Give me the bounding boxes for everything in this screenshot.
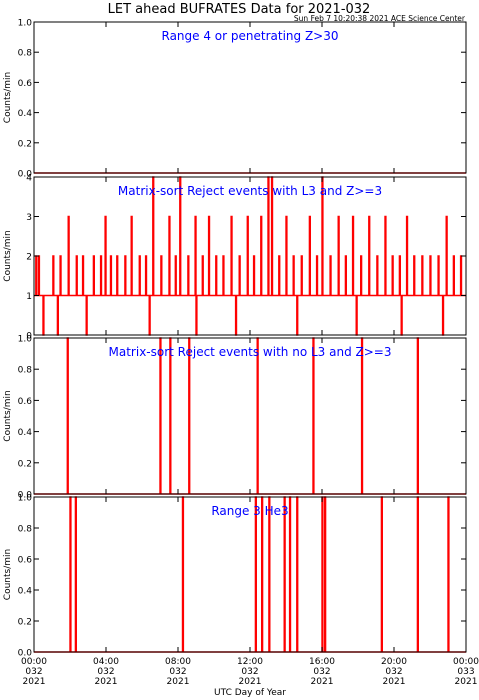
- y-tick-label: 3: [26, 213, 32, 223]
- x-tick-day: 032: [313, 667, 330, 677]
- y-tick-label: 1: [26, 292, 32, 302]
- x-tick-time: 12:00: [237, 657, 263, 667]
- x-tick-year: 2021: [95, 677, 118, 687]
- y-tick-label: 0.6: [18, 397, 33, 407]
- y-tick-label: 0.6: [18, 556, 33, 566]
- x-axis-group: 00:00032202104:00032202108:00032202112:0…: [21, 657, 479, 687]
- figure-title: LET ahead BUFRATES Data for 2021-032: [108, 2, 371, 17]
- y-tick-label: 0.0: [18, 170, 33, 180]
- y-tick-label: 0.8: [18, 49, 33, 59]
- x-tick-year: 2021: [167, 677, 190, 687]
- panel-annotation: Range 4 or penetrating Z>30: [162, 29, 339, 43]
- x-tick-time: 16:00: [309, 657, 335, 667]
- series-line: [34, 176, 466, 336]
- y-tick-label: 1.0: [18, 335, 33, 345]
- panels-group: 0.0 0.2 0.4 0.6 0.8 1.0 Counts/min Range 4 or p…: [3, 19, 467, 659]
- panel-annotation: Matrix-sort Reject events with L3 and Z>…: [118, 184, 382, 198]
- x-tick-year: 2021: [239, 677, 262, 687]
- x-tick-day: 032: [25, 667, 42, 677]
- x-tick-time: 08:00: [165, 657, 191, 667]
- y-tick-label: 0.8: [18, 366, 33, 376]
- x-tick-year: 2021: [455, 677, 478, 687]
- y-axis-label: Counts/min: [3, 230, 13, 281]
- panel-4: 0.0 0.2 0.4 0.6 0.8 1.0 Counts/min Range 3 He3: [3, 494, 467, 659]
- y-axis-label: Counts/min: [3, 72, 13, 123]
- x-tick-day: 032: [241, 667, 258, 677]
- y-tick-label: 0.2: [18, 139, 32, 149]
- x-tick-year: 2021: [23, 677, 46, 687]
- x-tick-day: 032: [97, 667, 114, 677]
- x-tick-day: 033: [457, 667, 474, 677]
- y-tick-label: 2: [26, 253, 32, 263]
- x-tick-year: 2021: [383, 677, 406, 687]
- panel-1: 0.0 0.2 0.4 0.6 0.8 1.0 Counts/min Range 4 or p…: [3, 19, 467, 180]
- y-tick-label: 0.2: [18, 618, 32, 628]
- x-tick-time: 20:00: [381, 657, 407, 667]
- y-tick-label: 0.4: [18, 587, 33, 597]
- y-tick-label: 0.2: [18, 459, 32, 469]
- y-tick-label: 0.8: [18, 525, 33, 535]
- panel-annotation: Matrix-sort Reject events with no L3 and…: [109, 345, 392, 359]
- y-axis-label: Counts/min: [3, 549, 13, 600]
- x-axis-label: UTC Day of Year: [214, 688, 286, 698]
- y-tick-label: 1.0: [18, 19, 33, 29]
- y-axis-label: Counts/min: [3, 390, 13, 441]
- y-tick-label: 4: [26, 174, 32, 184]
- x-tick-time: 00:00: [21, 657, 47, 667]
- y-tick-label: 0.4: [18, 109, 33, 119]
- y-tick-label: 1.0: [18, 494, 33, 504]
- x-tick-year: 2021: [311, 677, 334, 687]
- panel-3: 0.0 0.2 0.4 0.6 0.8 1.0 Counts/min Matrix-sort …: [3, 335, 467, 501]
- figure-timestamp: Sun Feb 7 10:20:38 2021 ACE Science Cent…: [294, 14, 466, 23]
- y-tick-label: 0.0: [18, 649, 33, 659]
- x-tick-day: 032: [169, 667, 186, 677]
- y-tick-label: 0.6: [18, 79, 33, 89]
- x-tick-time: 00:00: [453, 657, 479, 667]
- y-tick-label: 0.0: [18, 491, 33, 501]
- y-tick-label: 0: [26, 332, 32, 342]
- y-tick-label: 0.4: [18, 428, 33, 438]
- panel-2: 0 1 2 3 4 Counts/min Matrix-sort Reject events…: [3, 174, 467, 342]
- x-tick-day: 032: [385, 667, 402, 677]
- panel-annotation: Range 3 He3: [211, 504, 288, 518]
- x-tick-time: 04:00: [93, 657, 119, 667]
